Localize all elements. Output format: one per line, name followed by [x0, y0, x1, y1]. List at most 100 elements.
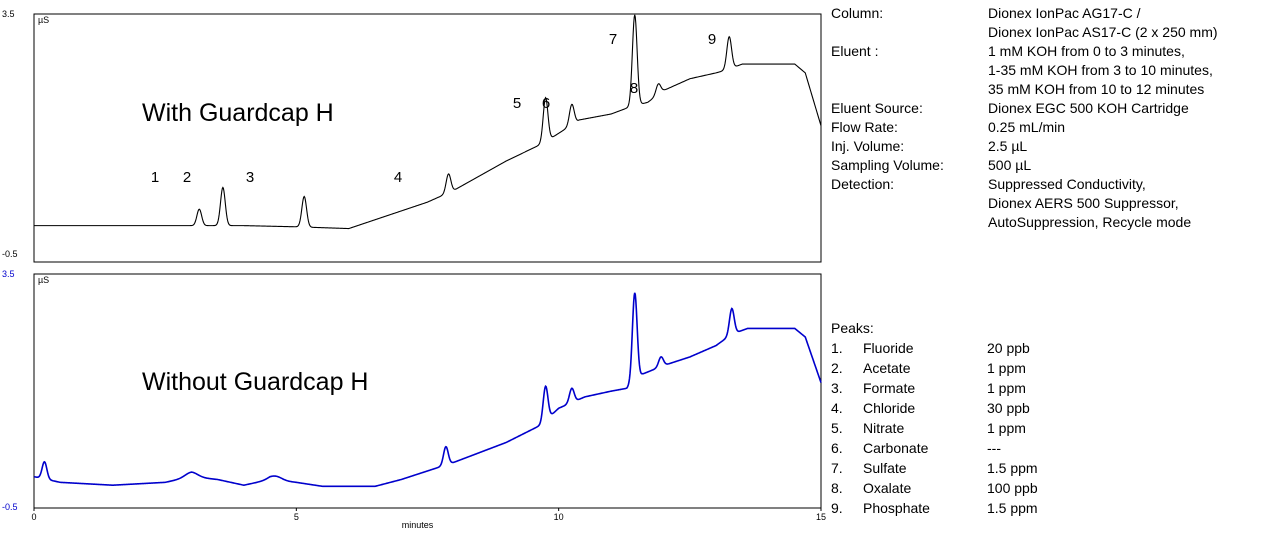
- peak-name: Formate: [863, 380, 916, 396]
- condition-row: 35 mM KOH from 10 to 12 minutes: [831, 80, 1281, 99]
- peak-amount: 1.5 ppm: [987, 500, 1038, 516]
- condition-value: 500 µL: [988, 157, 1032, 173]
- peak-amount: 1 ppm: [987, 420, 1026, 436]
- condition-label: Inj. Volume:: [831, 138, 905, 154]
- peak-amount: 100 ppb: [987, 480, 1038, 496]
- peak-label: 7: [609, 31, 617, 48]
- y-tick-label: -0.5: [2, 249, 18, 259]
- peak-name: Nitrate: [863, 420, 905, 436]
- conditions-block: Column: Dionex IonPac AG17-C / Dionex IonP…: [831, 4, 1281, 232]
- peak-number: 1.: [831, 340, 843, 356]
- condition-label: Sampling Volume:: [831, 157, 944, 173]
- peak-number: 3.: [831, 380, 843, 396]
- peak-amount: 30 ppb: [987, 400, 1030, 416]
- peak-number: 4.: [831, 400, 843, 416]
- chromatogram-trace: [33, 292, 822, 488]
- peak-number: 7.: [831, 460, 843, 476]
- condition-value: AutoSuppression, Recycle mode: [988, 214, 1192, 230]
- peak-amount: 1.5 ppm: [987, 460, 1038, 476]
- condition-row: 1-35 mM KOH from 3 to 10 minutes,: [831, 61, 1281, 80]
- condition-row: Dionex IonPac AS17-C (2 x 250 mm): [831, 23, 1281, 42]
- x-tick-label: 0: [31, 512, 36, 522]
- peak-name: Fluoride: [863, 340, 914, 356]
- peak-label: 1: [151, 169, 159, 186]
- condition-label: Detection:: [831, 176, 895, 192]
- chromatogram-trace: [34, 14, 822, 230]
- peak-label: 5: [513, 95, 521, 112]
- y-unit-label: µS: [38, 275, 49, 285]
- peak-name: Acetate: [863, 360, 911, 376]
- condition-row: Eluent : 1 mM KOH from 0 to 3 minutes,: [831, 42, 1281, 61]
- peak-number: 2.: [831, 360, 843, 376]
- peak-name: Sulfate: [863, 460, 907, 476]
- condition-value: Dionex IonPac AS17-C (2 x 250 mm): [988, 24, 1218, 40]
- chromatogram-panel: 3.5 -0.5 µS With Guardcap H 1 2 3 4 5 6 7 8 9: [2, 9, 822, 263]
- condition-row: AutoSuppression, Recycle mode: [831, 213, 1281, 232]
- condition-row: Eluent Source: Dionex EGC 500 KOH Cartrid…: [831, 99, 1281, 118]
- x-axis-label: minutes: [402, 520, 434, 530]
- peak-number: 8.: [831, 480, 843, 496]
- condition-label: [831, 194, 988, 213]
- peak-row: 8. Oxalate 100 ppb: [831, 478, 1281, 498]
- peak-label: 4: [394, 169, 402, 186]
- x-tick-label: 15: [816, 512, 826, 522]
- peak-row: 6. Carbonate ---: [831, 438, 1281, 458]
- condition-row: Flow Rate: 0.25 mL/min: [831, 118, 1281, 137]
- chromatogram-chart: 3.5 -0.5 µS With Guardcap H 1 2 3 4 5 6 7 8 9 3.5 -0.5…: [2, 9, 826, 530]
- condition-row: Detection: Suppressed Conductivity,: [831, 175, 1281, 194]
- peak-amount: 20 ppb: [987, 340, 1030, 356]
- peak-row: 7. Sulfate 1.5 ppm: [831, 458, 1281, 478]
- peak-number: 6.: [831, 440, 843, 456]
- peak-row: 5. Nitrate 1 ppm: [831, 418, 1281, 438]
- peak-row: 9. Phosphate 1.5 ppm: [831, 498, 1281, 518]
- y-tick-label: -0.5: [2, 502, 18, 512]
- peak-label: 6: [542, 95, 550, 112]
- condition-value: 1 mM KOH from 0 to 3 minutes,: [988, 43, 1185, 59]
- panel-label: With Guardcap H: [142, 99, 334, 127]
- y-tick-label: 3.5: [2, 269, 15, 279]
- peaks-title: Peaks:: [831, 320, 874, 336]
- peak-amount: ---: [987, 440, 1001, 456]
- peak-amount: 1 ppm: [987, 380, 1026, 396]
- peak-label: 8: [630, 80, 638, 97]
- condition-label: Column:: [831, 5, 884, 21]
- x-tick-label: 5: [294, 512, 299, 522]
- y-unit-label: µS: [38, 15, 49, 25]
- peak-label: 2: [183, 169, 191, 186]
- peak-name: Phosphate: [863, 500, 930, 516]
- y-tick-label: 3.5: [2, 9, 15, 19]
- peak-label: 3: [246, 169, 254, 186]
- condition-value: 35 mM KOH from 10 to 12 minutes: [988, 81, 1205, 97]
- plot-frame: [33, 273, 822, 509]
- peaks-table: Peaks: 1. Fluoride 20 ppb 2. Acetate 1 ppm 3. F…: [831, 318, 1281, 518]
- peak-name: Carbonate: [863, 440, 929, 456]
- condition-value: Suppressed Conductivity,: [988, 176, 1146, 192]
- condition-value: Dionex IonPac AG17-C /: [988, 5, 1141, 21]
- condition-row: Inj. Volume: 2.5 µL: [831, 137, 1281, 156]
- condition-label: [831, 23, 988, 42]
- condition-value: 2.5 µL: [988, 138, 1028, 154]
- condition-row: Sampling Volume: 500 µL: [831, 156, 1281, 175]
- peak-row: 1. Fluoride 20 ppb: [831, 338, 1281, 358]
- peak-number: 5.: [831, 420, 843, 436]
- peak-row: 2. Acetate 1 ppm: [831, 358, 1281, 378]
- condition-label: [831, 213, 988, 232]
- condition-label: [831, 80, 988, 99]
- plot-frame: [33, 13, 822, 263]
- peak-amount: 1 ppm: [987, 360, 1026, 376]
- panel-label: Without Guardcap H: [142, 368, 369, 396]
- condition-label: Flow Rate:: [831, 119, 898, 135]
- condition-row: Dionex AERS 500 Suppressor,: [831, 194, 1281, 213]
- chromatogram-panel: 3.5 -0.5 µS Without Guardcap H 0 5 10 15 minutes: [2, 269, 826, 530]
- condition-value: Dionex EGC 500 KOH Cartridge: [988, 100, 1189, 116]
- condition-label: [831, 61, 988, 80]
- condition-value: 0.25 mL/min: [988, 119, 1066, 135]
- condition-row: Column: Dionex IonPac AG17-C /: [831, 4, 1281, 23]
- peak-name: Chloride: [863, 400, 916, 416]
- peak-row: 3. Formate 1 ppm: [831, 378, 1281, 398]
- condition-label: Eluent :: [831, 43, 879, 59]
- peak-row: 4. Chloride 30 ppb: [831, 398, 1281, 418]
- peak-number: 9.: [831, 500, 843, 516]
- x-tick-label: 10: [554, 512, 564, 522]
- peak-label: 9: [708, 31, 716, 48]
